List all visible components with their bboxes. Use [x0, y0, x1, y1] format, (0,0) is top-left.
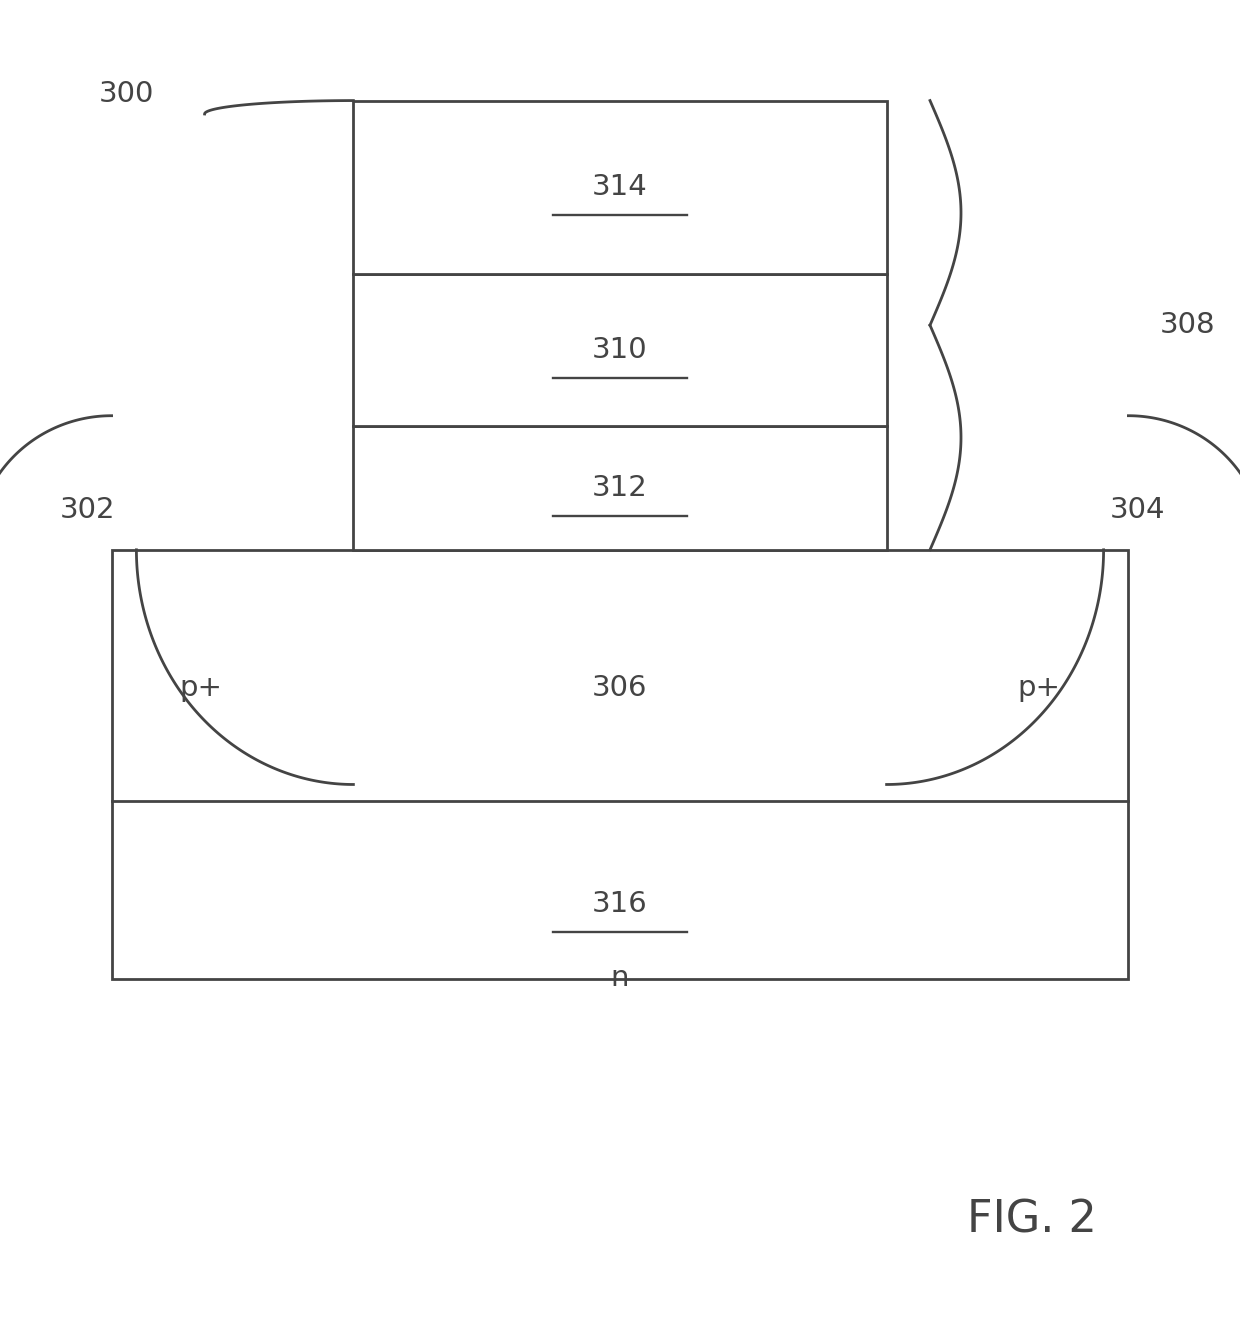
Text: 310: 310 [593, 335, 647, 363]
Text: 306: 306 [593, 675, 647, 701]
Text: 308: 308 [1159, 311, 1215, 339]
Text: 316: 316 [593, 890, 647, 919]
Text: FIG. 2: FIG. 2 [967, 1199, 1097, 1242]
Text: p+: p+ [180, 675, 222, 701]
Bar [353, 101, 887, 274]
Text: 304: 304 [1110, 496, 1166, 523]
Bar [353, 426, 887, 550]
Text: 314: 314 [593, 173, 647, 201]
Bar [353, 274, 887, 426]
Bar [112, 550, 1128, 979]
Text: n: n [611, 964, 629, 992]
Text: 312: 312 [593, 473, 647, 502]
Text: 302: 302 [60, 496, 115, 523]
Text: p+: p+ [1018, 675, 1060, 701]
Text: 300: 300 [99, 80, 155, 107]
